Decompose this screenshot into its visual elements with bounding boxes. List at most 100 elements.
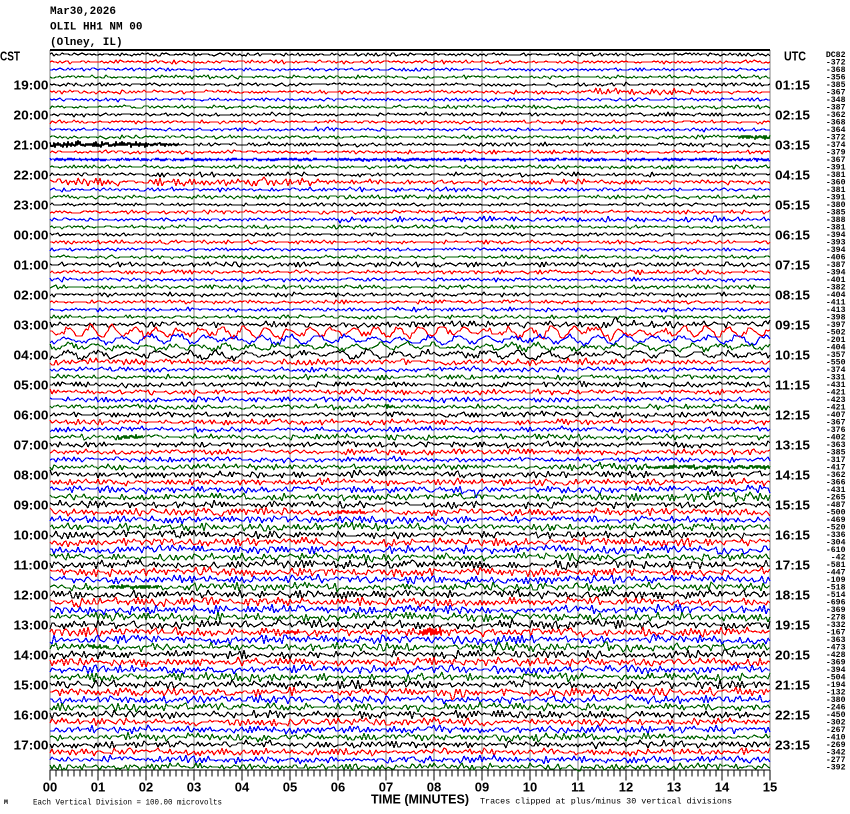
svg-text:-417: -417 bbox=[826, 464, 846, 473]
svg-text:DC82: DC82 bbox=[826, 51, 846, 60]
svg-text:-380: -380 bbox=[826, 696, 846, 705]
svg-text:-402: -402 bbox=[826, 434, 846, 443]
svg-text:-368: -368 bbox=[826, 66, 846, 75]
svg-text:20:00: 20:00 bbox=[14, 108, 49, 123]
svg-text:-342: -342 bbox=[826, 749, 846, 758]
svg-text:-374: -374 bbox=[826, 141, 846, 150]
svg-text:02:00: 02:00 bbox=[14, 288, 49, 303]
svg-text:01:00: 01:00 bbox=[14, 258, 49, 273]
svg-text:-473: -473 bbox=[826, 644, 846, 653]
svg-text:-421: -421 bbox=[826, 404, 846, 413]
svg-text:-500: -500 bbox=[826, 509, 846, 518]
svg-text:-382: -382 bbox=[826, 284, 846, 293]
svg-text:17:00: 17:00 bbox=[14, 738, 49, 753]
svg-text:03:00: 03:00 bbox=[14, 318, 49, 333]
svg-text:04:00: 04:00 bbox=[14, 348, 49, 363]
svg-text:-423: -423 bbox=[826, 396, 846, 405]
svg-text:06:00: 06:00 bbox=[14, 408, 49, 423]
svg-text:16:00: 16:00 bbox=[14, 708, 49, 723]
svg-text:14:15: 14:15 bbox=[775, 468, 810, 483]
svg-text:-581: -581 bbox=[826, 561, 846, 570]
svg-text:-374: -374 bbox=[826, 366, 846, 375]
svg-text:17:15: 17:15 bbox=[775, 558, 810, 573]
svg-text:-381: -381 bbox=[826, 224, 846, 233]
svg-text:14: 14 bbox=[715, 780, 730, 795]
svg-text:-302: -302 bbox=[826, 719, 846, 728]
svg-text:19:15: 19:15 bbox=[775, 618, 810, 633]
svg-text:-109: -109 bbox=[826, 576, 846, 585]
svg-text:15: 15 bbox=[763, 780, 777, 795]
svg-text:-514: -514 bbox=[826, 591, 846, 600]
svg-text:(Olney, IL): (Olney, IL) bbox=[50, 37, 123, 49]
svg-text:UTC: UTC bbox=[784, 49, 807, 64]
svg-text:-201: -201 bbox=[826, 336, 846, 345]
svg-text:-367: -367 bbox=[826, 419, 846, 428]
svg-text:07: 07 bbox=[379, 780, 393, 795]
svg-text:-385: -385 bbox=[826, 81, 846, 90]
svg-text:-397: -397 bbox=[826, 321, 846, 330]
svg-text:-398: -398 bbox=[826, 314, 846, 323]
svg-text:15:15: 15:15 bbox=[775, 498, 810, 513]
svg-text:-363: -363 bbox=[826, 441, 846, 450]
svg-text:06:15: 06:15 bbox=[775, 228, 810, 243]
svg-text:-332: -332 bbox=[826, 621, 846, 630]
svg-text:-413: -413 bbox=[826, 306, 846, 315]
svg-text:10:15: 10:15 bbox=[775, 348, 810, 363]
svg-text:-336: -336 bbox=[826, 531, 846, 540]
svg-text:03: 03 bbox=[187, 780, 201, 795]
svg-text:00:00: 00:00 bbox=[14, 228, 49, 243]
svg-text:18:15: 18:15 bbox=[775, 588, 810, 603]
svg-text:-331: -331 bbox=[826, 374, 846, 383]
svg-text:-392: -392 bbox=[826, 764, 846, 773]
svg-text:02:15: 02:15 bbox=[775, 108, 810, 123]
svg-text:11:15: 11:15 bbox=[775, 378, 810, 393]
svg-text:03:15: 03:15 bbox=[775, 138, 810, 153]
svg-text:-502: -502 bbox=[826, 329, 846, 338]
svg-text:23:15: 23:15 bbox=[775, 738, 810, 753]
svg-text:-246: -246 bbox=[826, 704, 846, 713]
svg-text:-369: -369 bbox=[826, 606, 846, 615]
svg-text:22:00: 22:00 bbox=[14, 168, 49, 183]
svg-text:-394: -394 bbox=[826, 246, 846, 255]
svg-text:09:15: 09:15 bbox=[775, 318, 810, 333]
svg-text:05:15: 05:15 bbox=[775, 198, 810, 213]
svg-text:-364: -364 bbox=[826, 126, 846, 135]
svg-text:09:00: 09:00 bbox=[14, 498, 49, 513]
svg-text:-381: -381 bbox=[826, 171, 846, 180]
svg-text:-369: -369 bbox=[826, 659, 846, 668]
svg-text:TIME (MINUTES): TIME (MINUTES) bbox=[371, 792, 469, 807]
svg-text:-393: -393 bbox=[826, 239, 846, 248]
svg-text:-379: -379 bbox=[826, 149, 846, 158]
svg-text:06: 06 bbox=[331, 780, 345, 795]
svg-text:-411: -411 bbox=[826, 299, 846, 308]
svg-text:09: 09 bbox=[475, 780, 489, 795]
svg-text:12:15: 12:15 bbox=[775, 408, 810, 423]
svg-text:11: 11 bbox=[571, 780, 585, 795]
svg-text:Traces clipped at plus/minus 3: Traces clipped at plus/minus 30 vertical… bbox=[480, 798, 732, 807]
svg-text:-387: -387 bbox=[826, 261, 846, 270]
svg-text:01:15: 01:15 bbox=[775, 78, 810, 93]
svg-text:-385: -385 bbox=[826, 449, 846, 458]
svg-text:01: 01 bbox=[91, 780, 105, 795]
svg-text:00: 00 bbox=[43, 780, 57, 795]
svg-text:-450: -450 bbox=[826, 711, 846, 720]
svg-text:12:00: 12:00 bbox=[14, 588, 49, 603]
svg-text:-391: -391 bbox=[826, 194, 846, 203]
svg-text:-376: -376 bbox=[826, 426, 846, 435]
svg-text:07:15: 07:15 bbox=[775, 258, 810, 273]
svg-text:M: M bbox=[4, 799, 8, 806]
svg-text:-367: -367 bbox=[826, 156, 846, 165]
svg-text:12: 12 bbox=[619, 780, 633, 795]
svg-text:-362: -362 bbox=[826, 111, 846, 120]
svg-text:-431: -431 bbox=[826, 486, 846, 495]
svg-text:-391: -391 bbox=[826, 164, 846, 173]
svg-text:-421: -421 bbox=[826, 389, 846, 398]
svg-text:-372: -372 bbox=[826, 59, 846, 68]
svg-text:-407: -407 bbox=[826, 411, 846, 420]
svg-text:-366: -366 bbox=[826, 479, 846, 488]
svg-text:05: 05 bbox=[283, 780, 297, 795]
svg-text:-277: -277 bbox=[826, 756, 846, 765]
svg-text:-357: -357 bbox=[826, 351, 846, 360]
svg-text:14:00: 14:00 bbox=[14, 648, 49, 663]
svg-text:15:00: 15:00 bbox=[14, 678, 49, 693]
